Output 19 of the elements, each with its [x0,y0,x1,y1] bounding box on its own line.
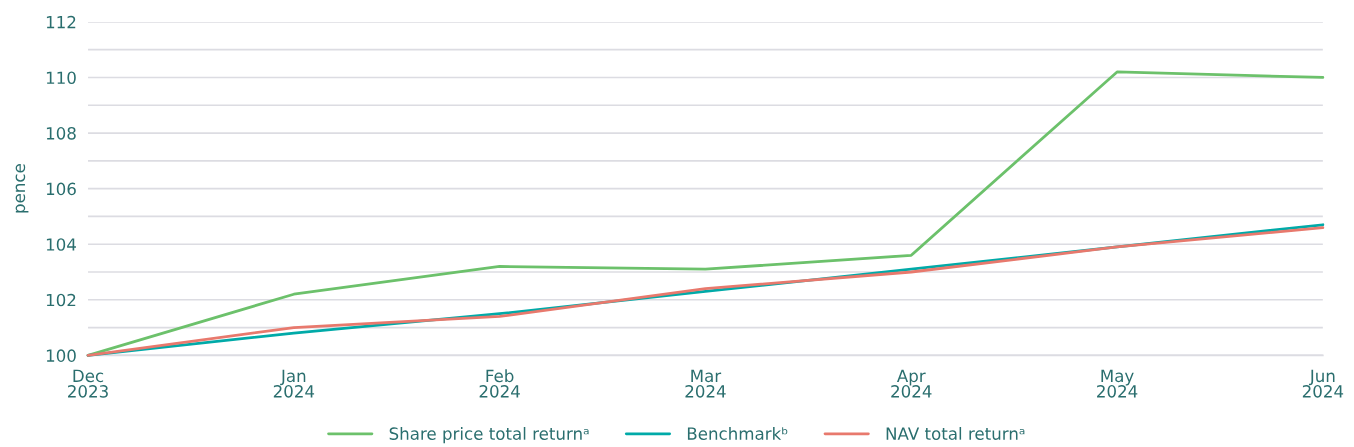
x-tick-label: Mar 2024 [685,369,726,398]
y-tick-label: 102 [46,293,76,307]
x-tick-label: Apr 2024 [891,369,932,398]
legend-label: NAV total returnᵃ [886,427,1025,440]
x-tick-label: Jan 2024 [273,369,315,398]
y-tick-label: 104 [46,238,76,251]
y-axis-title: pence [15,164,29,213]
y-tick-label: 110 [46,71,76,85]
x-tick-label: Jun 2024 [1302,369,1344,398]
legend-label: Share price total returnᵃ [389,427,589,444]
x-tick-label: Feb 2024 [479,369,520,398]
y-tick-label: 112 [46,15,76,29]
y-tick-label: 100 [46,349,76,362]
x-tick-label: May 2024 [1097,369,1138,398]
x-tick-label: Dec 2023 [68,369,108,398]
line-series [86,70,1325,357]
y-tick-label: 108 [46,127,76,140]
y-tick-label: 106 [46,182,76,196]
legend-label: Benchmarkᵇ [687,427,788,440]
